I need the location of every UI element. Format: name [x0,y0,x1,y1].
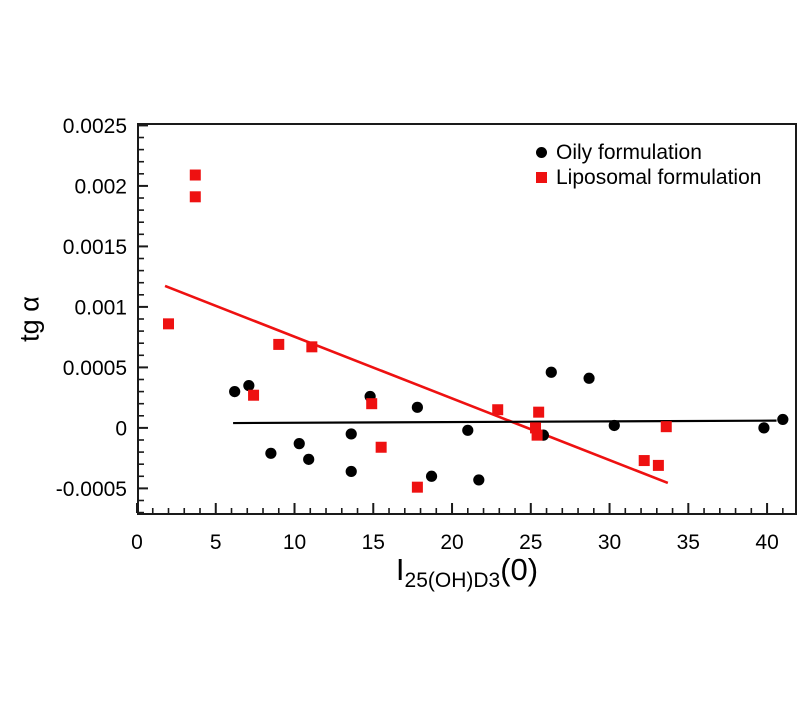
data-point-liposomal [366,398,378,410]
y-tick-label: 0.0025 [63,115,127,138]
data-point-oily [462,424,474,436]
data-point-liposomal [530,422,542,434]
data-point-oily [583,372,595,384]
y-tick-label: 0.0005 [63,357,127,380]
x-tick-label: 5 [210,531,222,554]
data-point-oily [229,385,241,398]
data-point-liposomal [375,441,387,453]
data-point-oily [265,447,277,459]
x-tick-label: 15 [362,531,385,554]
data-point-oily [303,453,315,465]
data-point-liposomal [189,191,201,203]
data-point-oily [777,413,789,426]
y-tick-label: 0.0015 [63,236,127,259]
data-point-liposomal [638,455,650,467]
data-point-oily [545,366,557,378]
plot-frame [137,123,797,515]
y-tick-label: 0 [115,417,127,440]
x-tick-label: 40 [755,531,778,554]
data-point-liposomal [492,404,504,416]
data-point-oily [473,474,485,486]
oily-circle-marker-icon [535,147,547,158]
data-point-oily [345,428,357,440]
y-tick-label: 0.002 [74,175,127,198]
legend-label-oily: Oily formulation [556,141,702,164]
y-tick-label: -0.0005 [56,478,127,501]
legend: Oily formulation Liposomal formulation [533,140,761,190]
x-tick-label: 10 [283,531,306,554]
oily-trend-line [233,419,777,425]
data-point-oily [411,401,423,413]
liposomal-trend-line [164,284,669,485]
data-point-oily [758,422,770,434]
data-point-liposomal [660,421,672,433]
data-point-liposomal [411,481,423,493]
data-point-liposomal [248,389,260,401]
data-point-liposomal [273,338,285,350]
legend-item-liposomal: Liposomal formulation [533,165,761,190]
data-point-oily [425,470,438,482]
legend-marker-box [533,147,549,158]
x-tick-label: 25 [519,531,542,554]
x-tick-label: 20 [440,531,463,554]
legend-item-oily: Oily formulation [533,140,761,165]
x-axis-label-suffix: (0) [500,552,539,587]
data-point-oily [345,465,357,478]
legend-marker-box [533,172,549,183]
data-point-oily [293,438,305,450]
x-tick-label: 0 [131,531,143,554]
data-point-liposomal [189,169,201,181]
x-axis-label-subscript: 25(OH)D3 [404,569,501,592]
liposomal-square-marker-icon [535,172,547,183]
data-point-oily [243,379,255,392]
data-point-liposomal [652,459,664,471]
x-tick-label: 30 [598,531,621,554]
data-point-oily [608,419,620,432]
y-tick-label: 0.001 [74,296,127,319]
data-point-liposomal [163,318,175,330]
x-axis-label-main: I [395,552,405,587]
data-point-liposomal [531,429,543,441]
x-tick-label: 35 [677,531,700,554]
data-point-liposomal [306,341,318,353]
y-axis-label: tg α [14,296,45,342]
data-point-liposomal [533,406,545,418]
x-axis-label: I25(OH)D3(0) [137,552,797,593]
legend-label-liposomal: Liposomal formulation [556,166,762,189]
